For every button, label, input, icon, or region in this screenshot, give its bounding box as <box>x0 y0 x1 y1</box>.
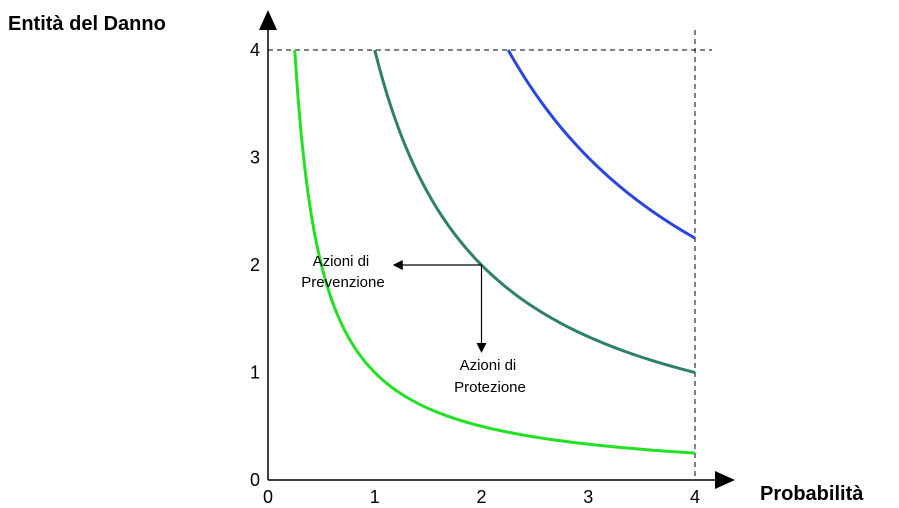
x-axis-arrow-icon <box>715 471 735 489</box>
x-tick-label: 3 <box>583 487 593 507</box>
prevention-label-line-1: Azioni di <box>313 253 370 270</box>
y-axis-arrow-icon <box>259 10 277 30</box>
x-tick-label: 0 <box>263 487 273 507</box>
x-axis-title: Probabilità <box>760 483 864 505</box>
y-tick-label: 2 <box>250 255 260 275</box>
curve-1 <box>293 49 696 455</box>
y-tick-label: 4 <box>250 40 260 60</box>
prevention-label: Azioni di Prevenzione <box>301 253 384 291</box>
x-tick-label: 1 <box>370 487 380 507</box>
protection-label-line-2: Protezione <box>454 379 526 396</box>
y-tick-label: 3 <box>250 148 260 168</box>
protection-label: Azioni di Protezione <box>454 357 526 396</box>
y-tick-label: 0 <box>250 470 260 490</box>
series-group <box>293 49 696 455</box>
curve-2 <box>373 49 696 374</box>
prevention-label-line-2: Prevenzione <box>301 274 384 291</box>
curve-3 <box>506 49 696 240</box>
tick-labels: 0 1 2 3 4 0 1 2 3 4 <box>250 40 700 507</box>
y-axis-title: Entità del Danno <box>8 13 166 35</box>
x-tick-label: 4 <box>690 487 700 507</box>
y-tick-label: 1 <box>250 363 260 383</box>
x-tick-label: 2 <box>476 487 486 507</box>
protection-label-line-1: Azioni di <box>460 357 517 374</box>
